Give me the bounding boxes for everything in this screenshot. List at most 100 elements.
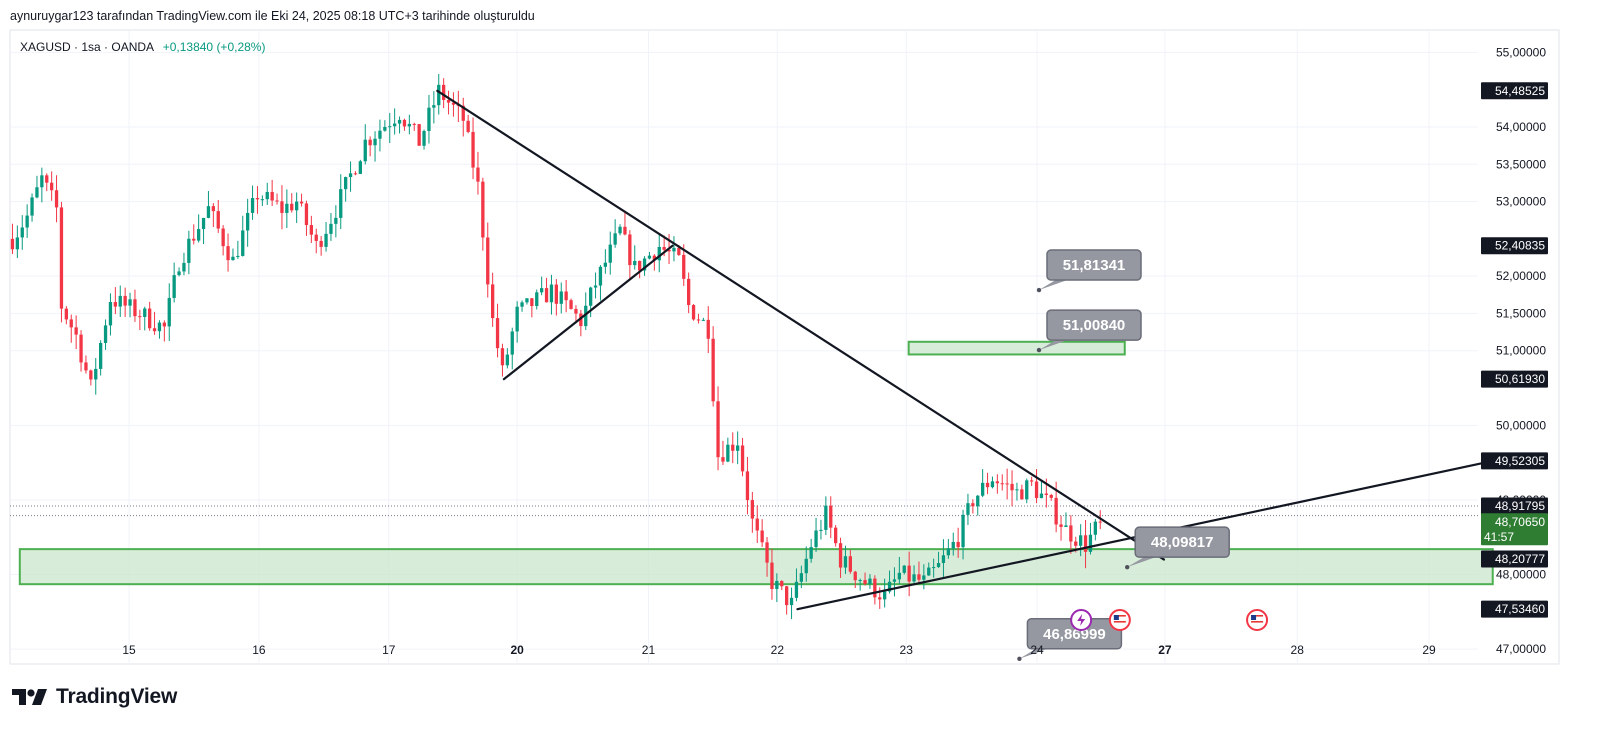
candle: [608, 231, 612, 275]
price-axis-countdown: 41:57: [1484, 530, 1514, 544]
candle: [549, 274, 554, 315]
candle: [814, 517, 818, 552]
candle: [138, 309, 142, 331]
candle-body: [373, 138, 377, 146]
candle-body: [1005, 483, 1009, 485]
event-markers: [1070, 609, 1269, 631]
candle: [584, 292, 588, 331]
candle: [45, 173, 49, 192]
candle: [358, 159, 362, 175]
candle-body: [902, 565, 906, 573]
candle-body: [1093, 521, 1097, 535]
candle: [1020, 484, 1024, 500]
candle-body: [250, 198, 255, 213]
candle: [260, 195, 264, 206]
candle: [559, 282, 563, 314]
candle: [775, 573, 779, 603]
candle: [1059, 515, 1063, 541]
candle-body: [789, 597, 794, 606]
candle: [64, 306, 68, 325]
price-callout: 46,86999: [1017, 618, 1123, 661]
candle: [936, 551, 941, 568]
price-callout: 48,09817: [1125, 526, 1230, 570]
candle-body: [726, 444, 730, 462]
candle: [192, 224, 196, 245]
candle: [598, 265, 603, 301]
candle-body: [197, 229, 201, 241]
candle: [652, 254, 656, 271]
candle: [113, 287, 117, 315]
legend-change: +0,13840 (+0,28%): [162, 40, 266, 54]
candle-body: [152, 328, 157, 332]
candle-body: [701, 319, 705, 321]
candle: [883, 578, 887, 608]
price-axis-label-text: 47,53460: [1495, 602, 1545, 616]
candle: [177, 267, 181, 277]
candle: [1010, 470, 1014, 507]
candle-body: [1015, 489, 1019, 491]
candle-body: [10, 238, 15, 250]
candle-body: [329, 223, 333, 234]
candle-body: [20, 227, 24, 238]
candle-body: [299, 201, 304, 204]
price-axis-label-bg: [1481, 550, 1548, 568]
candle-body: [510, 331, 514, 355]
candle-body: [696, 319, 701, 321]
candle: [966, 493, 970, 526]
candle: [701, 317, 705, 322]
symbol-legend[interactable]: XAGUSD · 1sa · OANDA +0,13840 (+0,28%): [20, 40, 265, 54]
callout-anchor-dot: [1017, 656, 1022, 661]
candle-body: [476, 167, 480, 182]
candle-body: [603, 262, 607, 267]
candle-body: [285, 203, 289, 213]
candle-body: [79, 334, 83, 363]
candle: [755, 505, 759, 544]
candle: [432, 91, 436, 124]
candle: [314, 228, 318, 254]
candle-body: [1000, 483, 1004, 485]
callout-pointer: [1039, 278, 1073, 291]
candle: [54, 175, 59, 223]
price-tick-label: 50,00000: [1496, 418, 1546, 432]
candle-body: [691, 305, 696, 320]
price-tick-label: 47,00000: [1496, 642, 1546, 656]
candle-body: [148, 308, 152, 329]
us-flag-icon-ring: [1246, 609, 1269, 631]
candle: [765, 536, 769, 577]
candle-body: [432, 105, 436, 108]
candle: [397, 116, 402, 134]
candle-body: [236, 255, 240, 257]
candle-body: [1010, 483, 1014, 491]
candle: [726, 437, 730, 463]
candle-body: [74, 327, 78, 335]
candle-body: [922, 575, 926, 580]
callout-anchor-dot: [1036, 347, 1042, 353]
candle: [848, 549, 852, 574]
candle: [736, 431, 740, 465]
candle-body: [824, 505, 828, 530]
candle: [412, 122, 416, 131]
candle-body: [1030, 480, 1034, 482]
price-axis-label-text: 52,40835: [1495, 239, 1545, 253]
candle: [84, 355, 88, 374]
candle-body: [206, 206, 211, 218]
candle-body: [1074, 541, 1078, 546]
candle-body: [344, 177, 348, 190]
time-tick-label: 23: [900, 643, 914, 657]
candle: [770, 548, 774, 600]
candle-body: [1044, 493, 1048, 495]
candle-body: [201, 217, 206, 230]
candle: [79, 330, 83, 372]
candle: [201, 217, 206, 245]
candle-body: [162, 322, 166, 327]
candle-body: [437, 84, 441, 106]
candle-body: [1064, 525, 1068, 527]
candle: [339, 174, 343, 230]
us-flag-icon-stripe: [1113, 618, 1126, 620]
us-flag-icon-stripe: [1251, 615, 1264, 617]
candle-body: [246, 212, 250, 231]
price-axis-label: 47,53460: [1481, 600, 1548, 618]
tradingview-logo[interactable]: TradingView: [12, 685, 177, 709]
candle: [990, 476, 995, 489]
